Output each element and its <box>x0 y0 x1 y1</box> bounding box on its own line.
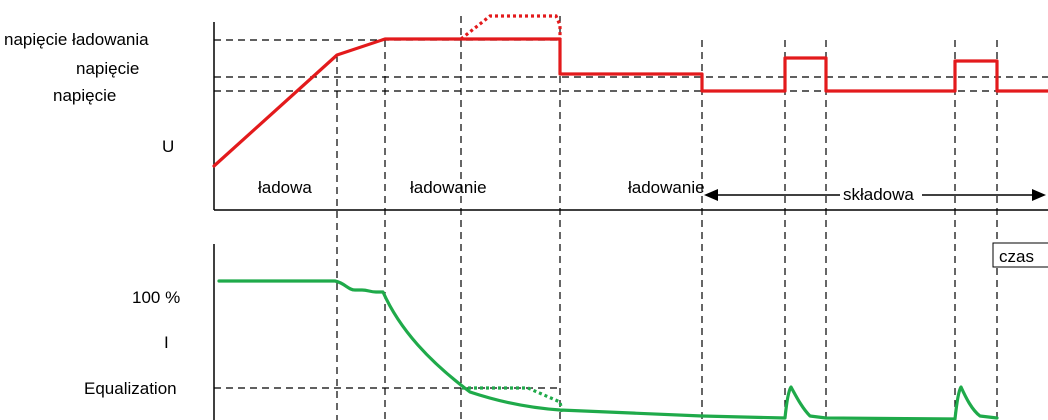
voltage-curve <box>212 14 1048 168</box>
time-label-box <box>992 242 1048 268</box>
current-curve <box>217 279 999 420</box>
voltage-curve-line <box>212 37 1048 168</box>
current-level-equalization: Equalization <box>84 379 177 398</box>
current-curve-line <box>217 279 999 420</box>
level-label-voltage-3: napięcie <box>53 86 116 105</box>
float-arrow-left-head <box>704 189 718 201</box>
stage-dividers <box>336 16 998 420</box>
current-level-100: 100 % <box>132 288 180 307</box>
stage-label-1: ładowa <box>258 178 312 197</box>
float-label-bg <box>840 182 922 204</box>
voltage-axes <box>213 22 1048 211</box>
float-span-label: składowa <box>843 185 914 204</box>
float-arrow-right-head <box>1032 189 1046 201</box>
voltage-equalization-dotted <box>460 14 562 41</box>
time-axis-label: czas <box>999 247 1034 266</box>
stage-label-2: ładowanie <box>410 178 487 197</box>
current-equalization-dotted <box>462 386 564 413</box>
current-axis-label: I <box>164 333 169 352</box>
level-label-voltage-2: napięcie <box>76 59 139 78</box>
level-label-charging-voltage: napięcie ładowania <box>4 30 149 49</box>
voltage-axis-label: U <box>162 137 174 156</box>
stage-label-3: ładowanie <box>628 178 705 197</box>
